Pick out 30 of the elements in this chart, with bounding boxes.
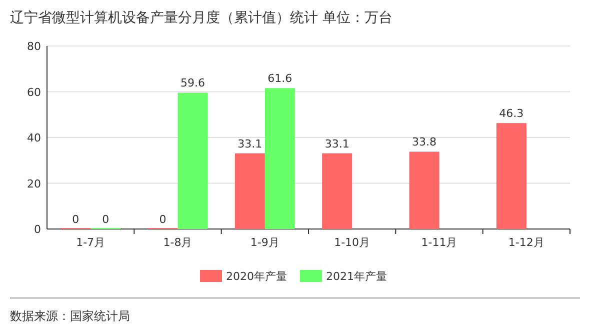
data-label: 59.6: [180, 76, 205, 90]
source-note: 数据来源：国家统计局: [10, 309, 130, 323]
data-label: 33.8: [412, 136, 436, 149]
data-label: 46.3: [499, 107, 524, 120]
bar: [178, 92, 208, 229]
data-label: 33.1: [238, 137, 262, 150]
y-tick-label: 20: [27, 177, 41, 190]
data-label: 0: [102, 213, 110, 226]
y-tick-label: 0: [34, 223, 41, 236]
x-tick-label: 1-10月: [334, 236, 370, 249]
data-label: 33.1: [324, 137, 350, 150]
x-tick-label: 1-11月: [421, 236, 458, 249]
bar: [264, 88, 295, 229]
chart-title: 辽宁省微型计算机设备产量分月度（累计值）统计 单位：万台: [10, 10, 392, 26]
data-label: 61.6: [268, 72, 292, 86]
bar: [409, 152, 440, 229]
y-tick-label: 40: [27, 132, 41, 144]
x-tick-label: 1-9月: [250, 236, 280, 249]
bar: [322, 153, 352, 229]
y-tick-label: 60: [27, 86, 41, 99]
y-tick-label: 80: [27, 40, 41, 53]
x-tick-label: 1-7月: [76, 236, 106, 249]
legend-label: 2021年产量: [326, 270, 387, 283]
x-tick-label: 1-8月: [163, 236, 192, 249]
legend-label: 2020年产量: [226, 270, 287, 283]
data-label: 0: [159, 213, 166, 226]
x-tick-label: 1-12月: [508, 236, 544, 249]
bar: [234, 153, 265, 229]
data-label: 0: [72, 213, 80, 226]
bar: [496, 123, 526, 229]
